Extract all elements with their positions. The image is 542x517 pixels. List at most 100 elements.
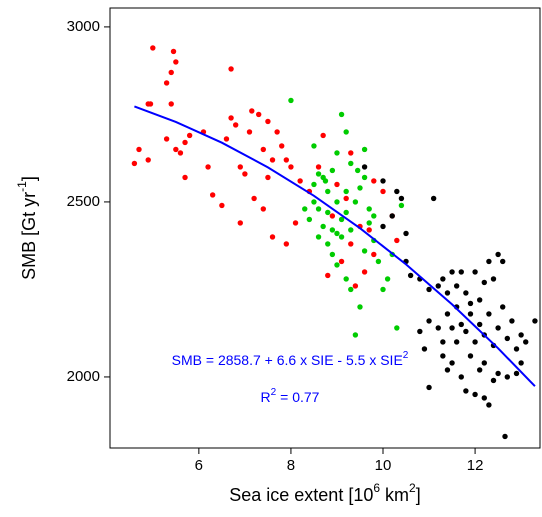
point: [357, 185, 363, 191]
point: [182, 174, 188, 181]
point: [513, 346, 520, 352]
point: [481, 395, 487, 401]
point: [426, 384, 432, 391]
point: [472, 269, 478, 275]
point: [361, 174, 368, 181]
point: [315, 206, 322, 212]
point: [495, 370, 501, 377]
point: [325, 188, 331, 195]
point: [435, 325, 441, 331]
point: [260, 146, 267, 153]
x-axis-label: Sea ice extent [106 km2]: [229, 481, 421, 505]
point: [334, 230, 340, 237]
point: [228, 66, 234, 72]
point: [490, 276, 497, 282]
point: [329, 251, 336, 258]
point: [343, 195, 349, 202]
point: [325, 241, 331, 247]
point: [467, 300, 474, 307]
point: [173, 59, 179, 65]
r2-sup: 2: [271, 387, 277, 398]
point: [329, 227, 336, 233]
point: [407, 272, 414, 279]
point: [302, 206, 308, 212]
r2-text: = 0.77: [276, 389, 319, 405]
point: [435, 283, 441, 289]
point: [352, 283, 359, 289]
point: [297, 178, 303, 184]
point: [500, 258, 506, 265]
point: [343, 209, 349, 216]
point: [320, 132, 326, 139]
x-label-text: Sea ice extent [10: [229, 485, 373, 505]
point: [348, 286, 354, 293]
y-tick-label: 2500: [67, 193, 100, 210]
point: [476, 367, 483, 373]
point: [315, 234, 322, 240]
point: [502, 433, 508, 440]
point: [283, 241, 290, 247]
point: [265, 174, 271, 181]
point: [476, 321, 483, 328]
point: [444, 311, 451, 317]
plot-frame: [109, 7, 541, 449]
y-label-text: ]: [19, 176, 39, 181]
point: [463, 328, 469, 335]
point: [325, 272, 331, 279]
r2-text: R: [261, 389, 271, 405]
point: [334, 199, 340, 205]
point: [168, 101, 174, 107]
point: [389, 213, 395, 219]
point: [311, 143, 317, 149]
point: [449, 360, 455, 366]
point: [136, 146, 142, 153]
point: [219, 202, 225, 209]
point: [288, 97, 294, 104]
point: [513, 370, 520, 377]
point: [472, 391, 478, 398]
r-squared: R2 = 0.77: [261, 387, 320, 405]
x-tick-label: 12: [467, 457, 484, 474]
point: [361, 146, 368, 153]
point: [352, 332, 359, 338]
x-tick-label: 8: [287, 457, 295, 474]
point: [170, 48, 177, 55]
point: [182, 139, 188, 146]
point: [338, 111, 345, 118]
point: [467, 353, 474, 359]
point: [283, 157, 290, 163]
x-label-text: ]: [416, 485, 421, 505]
point: [440, 353, 446, 359]
point: [177, 150, 184, 156]
point: [394, 325, 400, 331]
point: [458, 269, 464, 275]
point: [329, 167, 336, 174]
point: [334, 181, 340, 188]
point: [375, 258, 382, 265]
point: [348, 150, 354, 156]
point: [274, 129, 280, 135]
point: [458, 321, 464, 328]
point: [306, 216, 313, 223]
point: [168, 69, 174, 76]
point: [504, 335, 511, 342]
point: [518, 332, 524, 338]
point: [269, 157, 276, 163]
point: [251, 195, 257, 202]
y-tick-label: 3000: [67, 18, 100, 35]
equation: SMB = 2858.7 + 6.6 x SIE - 5.5 x SIE2: [172, 350, 409, 368]
point: [394, 237, 400, 244]
point: [260, 206, 267, 212]
point: [509, 318, 515, 324]
point: [472, 339, 478, 345]
point: [371, 213, 377, 219]
point: [209, 192, 216, 198]
point: [256, 111, 262, 118]
point: [366, 206, 372, 212]
point: [523, 339, 529, 345]
equation-sup: 2: [403, 350, 409, 361]
y-label-sup: -1: [15, 181, 29, 192]
point: [338, 234, 345, 240]
point: [417, 328, 423, 335]
point: [453, 283, 460, 289]
